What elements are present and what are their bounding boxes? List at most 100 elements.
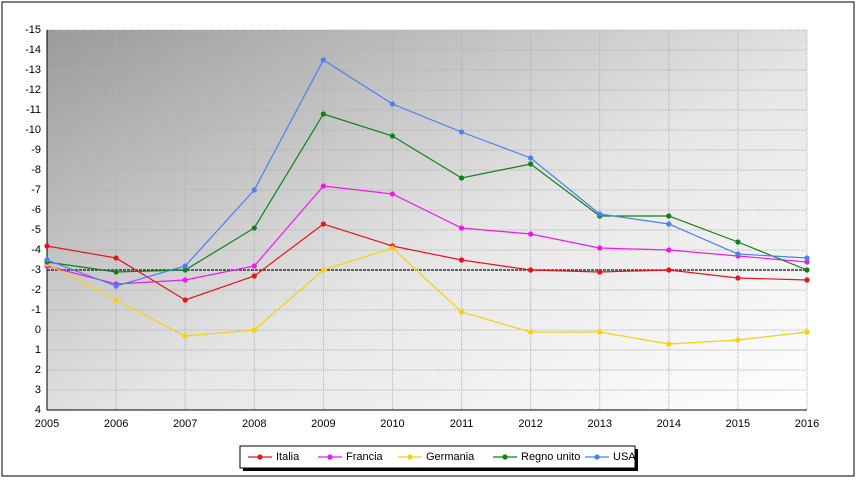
data-point (389, 133, 396, 139)
x-tick-label: 2008 (242, 418, 266, 430)
y-tick-label: -15 (25, 24, 41, 36)
data-point (389, 191, 396, 197)
data-point (113, 269, 119, 275)
x-tick-label: 2013 (587, 418, 611, 430)
data-point (804, 329, 810, 335)
data-point (251, 225, 257, 231)
y-tick-label: -1 (31, 304, 41, 316)
y-tick-label: 3 (35, 384, 41, 396)
y-tick-label: -8 (31, 164, 41, 176)
y-tick-label: -5 (31, 224, 41, 236)
legend-shadow (243, 468, 638, 471)
legend-label: Germania (426, 451, 475, 463)
data-point (528, 231, 534, 237)
data-point (113, 255, 119, 261)
series-line (46, 59, 808, 287)
data-point (804, 255, 810, 261)
data-point (804, 267, 810, 273)
y-tick-label: -11 (26, 104, 41, 116)
y-tick-label: -3 (31, 264, 41, 276)
data-point (182, 297, 188, 303)
data-point (113, 283, 119, 289)
x-tick-label: 2007 (173, 418, 197, 430)
data-point (735, 239, 741, 245)
x-tick-label: 2009 (311, 418, 335, 430)
y-tick-label: -6 (31, 204, 41, 216)
x-tick-label: 2010 (380, 418, 404, 430)
legend-marker (502, 454, 508, 460)
x-tick-label: 2006 (104, 418, 128, 430)
data-point (182, 333, 188, 339)
series-line (46, 113, 808, 273)
data-point (735, 337, 741, 343)
legend-shadow (635, 449, 638, 471)
data-point (251, 263, 257, 269)
y-tick-label: -2 (31, 284, 41, 296)
y-tick-label: -10 (25, 124, 41, 136)
y-tick-label: 2 (35, 364, 41, 376)
y-tick-label: -12 (25, 84, 41, 96)
y-tick-label: -14 (25, 44, 41, 56)
data-point (182, 267, 188, 273)
data-point (182, 277, 188, 283)
data-point (320, 111, 326, 117)
y-tick-label: -13 (25, 64, 41, 76)
data-point (251, 273, 257, 279)
plot-area (47, 30, 807, 410)
data-point (320, 267, 326, 273)
data-point (320, 183, 326, 189)
data-point (44, 243, 50, 249)
data-point (804, 259, 810, 265)
y-tick-label: -4 (31, 244, 41, 256)
x-tick-label: 2011 (450, 418, 474, 430)
data-point (251, 187, 257, 193)
data-point (251, 327, 257, 333)
data-point (320, 57, 326, 63)
data-point (528, 267, 534, 273)
y-tick-label: -7 (31, 184, 41, 196)
x-tick-label: 2005 (35, 418, 59, 430)
legend-label: Regno unito (521, 451, 580, 463)
data-point (597, 329, 603, 335)
data-point (320, 221, 326, 227)
x-tick-label: 2015 (726, 418, 750, 430)
legend-label: Italia (276, 451, 300, 463)
x-tick-label: 2012 (518, 418, 542, 430)
data-point (666, 221, 672, 227)
y-tick-label: 4 (35, 404, 41, 416)
series-line (46, 223, 808, 301)
data-point (528, 329, 534, 335)
legend-marker (327, 454, 333, 460)
data-point (597, 211, 603, 217)
data-point (666, 213, 672, 219)
y-tick-label: 0 (35, 324, 41, 336)
legend-marker (407, 454, 413, 460)
legend-label: Francia (346, 451, 384, 463)
data-point (528, 161, 534, 167)
data-point (735, 275, 741, 281)
data-point (458, 257, 465, 263)
data-point (735, 251, 741, 257)
data-point (597, 245, 603, 251)
data-point (666, 267, 672, 273)
data-point (458, 129, 465, 135)
data-point (389, 245, 396, 251)
data-point (458, 175, 465, 181)
data-point (458, 309, 465, 315)
data-point (389, 101, 396, 107)
data-point (182, 263, 188, 269)
data-point (44, 257, 50, 263)
legend-label: USA (613, 451, 636, 463)
data-point (666, 341, 672, 347)
data-point (458, 225, 465, 231)
series-line (46, 247, 808, 345)
data-point (113, 297, 119, 303)
data-point (597, 269, 603, 275)
data-point (666, 247, 672, 253)
legend-marker (257, 454, 263, 460)
x-tick-label: 2014 (657, 418, 681, 430)
x-tick-label: 2016 (795, 418, 819, 430)
legend-marker (594, 454, 600, 460)
data-point (804, 277, 810, 283)
